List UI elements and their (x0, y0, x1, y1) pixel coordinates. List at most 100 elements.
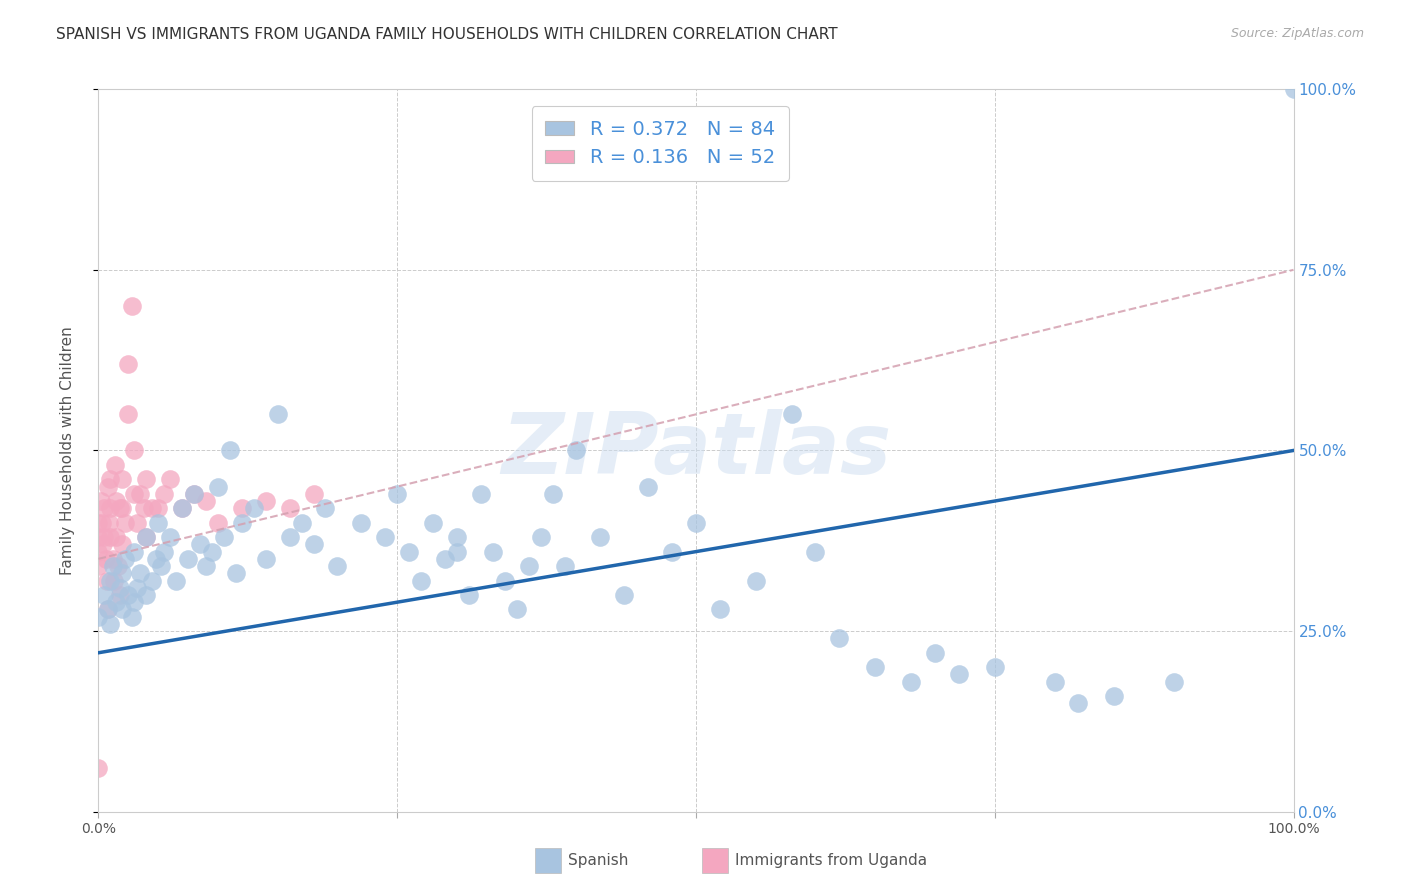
Point (125, 581, 148, 595)
Point (114, 551, 136, 566)
Point (148, 501, 170, 516)
Point (183, 487, 205, 501)
Point (541, 487, 564, 501)
Point (125, 516, 148, 530)
Point (350, 516, 373, 530)
Point (105, 530, 128, 544)
Point (865, 660, 887, 674)
Point (149, 559, 172, 574)
Point (91, 537, 114, 551)
Point (103, 574, 125, 588)
Point (129, 487, 152, 501)
Point (374, 530, 396, 544)
Point (87, 609, 110, 624)
Point (98, 530, 122, 544)
Point (165, 574, 187, 588)
Point (411, 574, 433, 588)
Point (124, 544, 146, 558)
Point (291, 516, 314, 530)
Point (948, 667, 970, 681)
Point (1282, 82, 1305, 96)
Point (105, 494, 128, 508)
Point (108, 588, 131, 602)
Point (97, 602, 120, 616)
Point (315, 501, 337, 516)
Point (98, 516, 121, 530)
Point (141, 574, 163, 588)
Point (231, 516, 253, 530)
Point (141, 501, 163, 516)
Point (90, 494, 112, 508)
Point (129, 566, 152, 581)
Point (1067, 696, 1090, 710)
Point (1163, 674, 1185, 689)
FancyBboxPatch shape (534, 847, 561, 873)
Point (183, 487, 205, 501)
Text: SPANISH VS IMMIGRANTS FROM UGANDA FAMILY HOUSEHOLDS WITH CHILDREN CORRELATION CH: SPANISH VS IMMIGRANTS FROM UGANDA FAMILY… (56, 27, 838, 42)
Point (124, 443, 146, 458)
Point (135, 530, 157, 544)
Point (91, 516, 114, 530)
Point (93, 588, 115, 602)
Point (302, 537, 325, 551)
Point (172, 501, 194, 516)
Point (326, 559, 349, 574)
Point (87, 544, 110, 558)
Point (470, 487, 492, 501)
Point (267, 407, 290, 421)
Text: Immigrants from Uganda: Immigrants from Uganda (735, 854, 928, 868)
Point (153, 487, 176, 501)
Point (87, 761, 110, 775)
Point (804, 544, 827, 558)
Point (446, 544, 468, 558)
Point (104, 458, 127, 472)
Point (105, 595, 128, 609)
Point (98, 501, 122, 516)
Point (117, 407, 139, 421)
Point (243, 501, 266, 516)
Point (984, 660, 1007, 674)
Legend: R = 0.372   N = 84, R = 0.136   N = 52: R = 0.372 N = 84, R = 0.136 N = 52 (531, 106, 789, 181)
Point (219, 443, 242, 458)
Point (124, 487, 146, 501)
Point (101, 559, 124, 574)
Point (709, 602, 731, 616)
Point (385, 487, 409, 501)
Point (87, 559, 110, 574)
Point (111, 472, 134, 486)
Point (637, 480, 659, 494)
Point (422, 516, 444, 530)
Point (108, 501, 131, 516)
Point (195, 559, 218, 574)
Point (111, 566, 134, 581)
Point (828, 632, 851, 646)
Point (745, 574, 768, 588)
Point (94, 551, 117, 566)
Point (225, 566, 247, 581)
Point (1043, 674, 1066, 689)
Point (661, 544, 683, 558)
Point (188, 537, 211, 551)
Point (201, 544, 224, 558)
Point (87, 530, 110, 544)
Point (87, 516, 110, 530)
Point (278, 501, 301, 516)
Point (1104, 689, 1126, 703)
Point (93, 530, 115, 544)
Point (135, 588, 157, 602)
Point (613, 588, 636, 602)
Text: Source: ZipAtlas.com: Source: ZipAtlas.com (1230, 27, 1364, 40)
Point (517, 559, 540, 574)
Point (195, 494, 218, 508)
Point (111, 537, 134, 551)
Point (434, 551, 457, 566)
Point (159, 472, 181, 486)
Point (98, 472, 122, 486)
Point (302, 487, 325, 501)
Point (135, 530, 157, 544)
Point (780, 407, 803, 421)
Point (589, 530, 612, 544)
Point (207, 516, 229, 530)
Point (685, 516, 707, 530)
Point (114, 516, 136, 530)
